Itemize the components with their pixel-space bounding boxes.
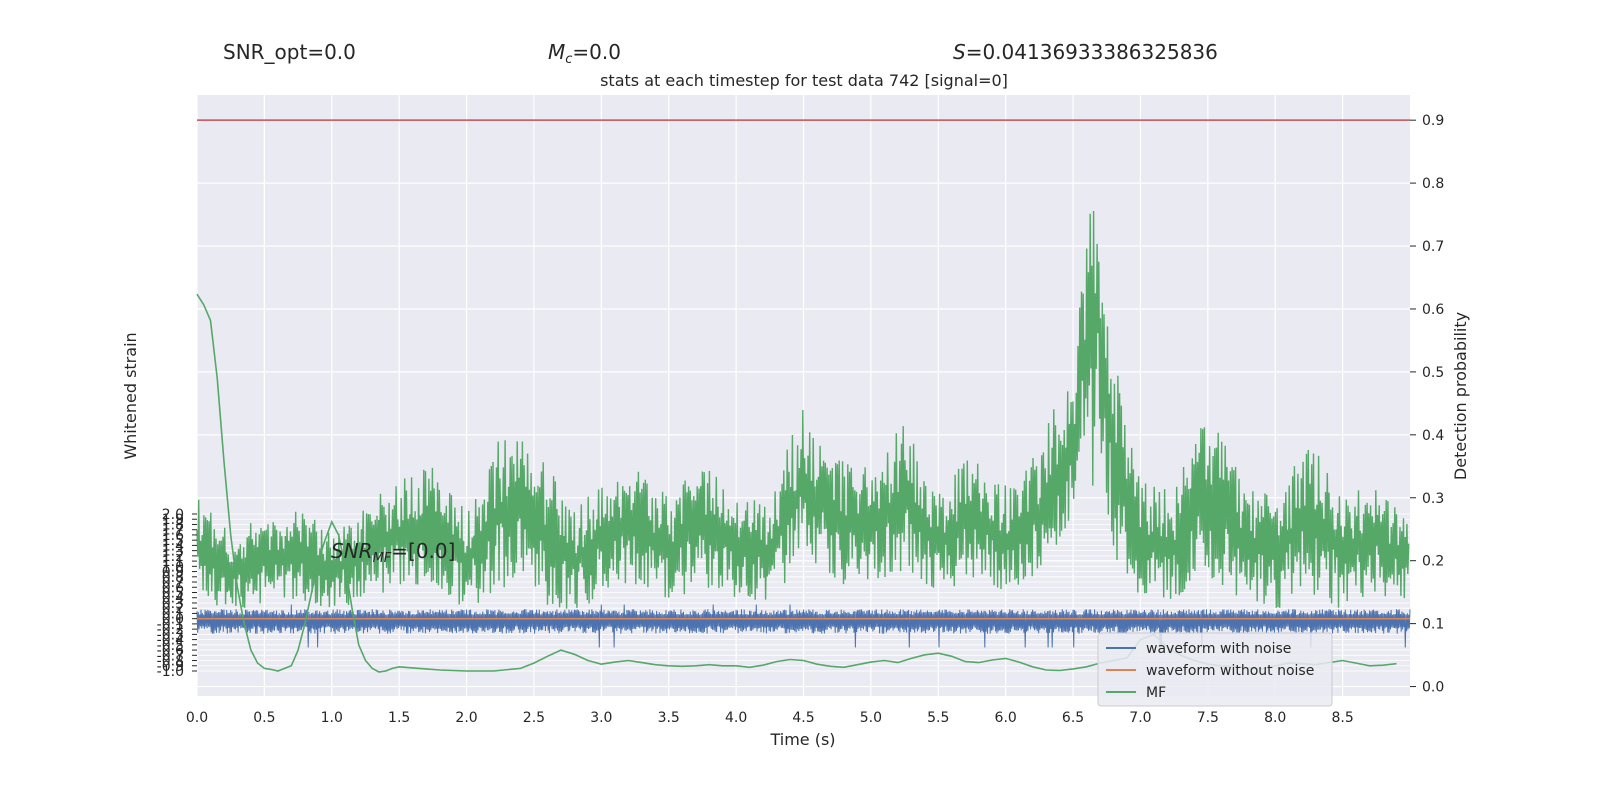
right-tick-label-9: 0.9 (1422, 113, 1444, 129)
x-tick-label-1: 0.5 (253, 710, 275, 726)
right-tick-label-8: 0.8 (1422, 176, 1444, 192)
left-tick-label-9: -0.1 (157, 617, 184, 633)
snr-mf-annotation: SNRMF=[0.0] (331, 539, 455, 566)
x-tick-label-10: 5.0 (860, 710, 882, 726)
x-tick-label-8: 4.0 (725, 710, 747, 726)
left-tick-label-8: -0.2 (157, 622, 184, 638)
left-tick-label-20: 1.0 (162, 559, 184, 575)
left-tick-label-6: -0.4 (157, 633, 184, 649)
left-tick-label-14: 0.4 (162, 591, 184, 607)
left-tick-label-21: 1.1 (162, 554, 184, 570)
x-tick-label-9: 4.5 (792, 710, 814, 726)
x-tick-label-11: 5.5 (927, 710, 949, 726)
left-tick-label-15: 0.5 (162, 586, 184, 602)
s-symbol: S (953, 40, 966, 64)
legend-label-mf: MF (1146, 685, 1166, 701)
x-tick-label-6: 3.0 (590, 710, 612, 726)
left-tick-label-25: 1.5 (162, 533, 184, 549)
right-axis-ticks: 0.0 0.1 0.2 0.3 0.4 0.5 0.6 0.7 0.8 0.9 (1410, 113, 1444, 696)
x-tick-label-5: 2.5 (523, 710, 545, 726)
right-axis-label: Detection probability (1451, 312, 1470, 480)
snr-opt-label: SNR_opt=0.0 (223, 40, 356, 64)
x-axis-ticks: 0.0 0.5 1.0 1.5 2.0 2.5 3.0 3.5 4.0 4.5 5.0 5.5 6.0 6… (186, 710, 1354, 726)
right-tick-label-2: 0.2 (1422, 554, 1444, 570)
x-tick-label-3: 1.5 (388, 710, 410, 726)
right-tick-label-1: 0.1 (1422, 617, 1444, 633)
left-tick-label-7: -0.3 (157, 627, 184, 643)
x-tick-label-15: 7.5 (1197, 710, 1219, 726)
left-tick-label-27: 1.7 (162, 523, 184, 539)
snr-mf-base: SNR (331, 539, 373, 563)
left-tick-label-18: 0.8 (162, 570, 184, 586)
legend: waveform with noise waveform without noi… (1097, 632, 1333, 707)
left-tick-label-2: -0.8 (157, 654, 184, 670)
left-axis-ticks: -1.0-0.9-0.8-0.7-0.6-0.5-0.4-0.3-0.2-0.1… (157, 507, 197, 680)
snr-mf-value: =[0.0] (391, 539, 455, 563)
right-tick-label-4: 0.4 (1422, 428, 1444, 444)
x-tick-label-16: 8.0 (1264, 710, 1286, 726)
left-tick-label-13: 0.3 (162, 596, 184, 612)
left-tick-label-23: 1.3 (162, 544, 184, 560)
left-tick-label-11: 0.1 (162, 606, 184, 622)
left-tick-label-0: -1.0 (157, 664, 184, 680)
left-tick-label-16: 0.6 (162, 580, 184, 596)
chirp-mass-label: Mc=0.0 (548, 40, 621, 67)
left-tick-label-3: -0.7 (157, 648, 184, 664)
left-tick-label-24: 1.4 (162, 538, 184, 554)
x-axis-label: Time (s) (769, 730, 835, 749)
s-stat-label: S=0.04136933386325836 (953, 40, 1218, 64)
x-tick-label-7: 3.5 (658, 710, 680, 726)
right-tick-label-0: 0.0 (1422, 680, 1444, 696)
x-tick-label-0: 0.0 (186, 710, 208, 726)
mc-subscript: c (565, 52, 572, 67)
left-tick-label-19: 0.9 (162, 565, 184, 581)
left-tick-label-17: 0.7 (162, 575, 184, 591)
left-tick-label-5: -0.5 (157, 638, 184, 654)
right-tick-label-5: 0.5 (1422, 365, 1444, 381)
mc-symbol: M (548, 40, 565, 64)
left-tick-label-12: 0.2 (162, 601, 184, 617)
snr-mf-subscript: MF (373, 551, 392, 566)
left-tick-label-30: 2.0 (162, 507, 184, 523)
right-tick-label-6: 0.6 (1422, 302, 1444, 318)
right-tick-label-3: 0.3 (1422, 491, 1444, 507)
left-tick-label-4: -0.6 (157, 643, 184, 659)
x-tick-label-2: 1.0 (321, 710, 343, 726)
plot-marks (196, 119, 1411, 673)
left-tick-label-22: 1.2 (162, 549, 184, 565)
left-tick-label-26: 1.6 (162, 528, 184, 544)
right-tick-label-7: 0.7 (1422, 239, 1444, 255)
s-value: =0.04136933386325836 (966, 40, 1218, 64)
left-tick-label-29: 1.9 (162, 512, 184, 528)
left-axis-label: Whitened strain (121, 332, 140, 459)
left-tick-label-10: 0.0 (162, 612, 184, 628)
x-tick-label-4: 2.0 (455, 710, 477, 726)
waveform-with-noise-line (196, 604, 1411, 648)
chart-title: stats at each timestep for test data 742… (600, 71, 1008, 90)
x-tick-label-13: 6.5 (1062, 710, 1084, 726)
x-tick-label-14: 7.0 (1129, 710, 1151, 726)
legend-label-clean: waveform without noise (1146, 663, 1314, 679)
legend-box (1097, 632, 1333, 707)
left-tick-label-28: 1.8 (162, 517, 184, 533)
legend-label-noise: waveform with noise (1146, 641, 1291, 657)
x-tick-label-17: 8.5 (1331, 710, 1353, 726)
detection-probability-line (196, 210, 1410, 609)
mc-value: =0.0 (572, 40, 621, 64)
x-tick-label-12: 6.0 (995, 710, 1017, 726)
left-tick-label-1: -0.9 (157, 659, 184, 675)
